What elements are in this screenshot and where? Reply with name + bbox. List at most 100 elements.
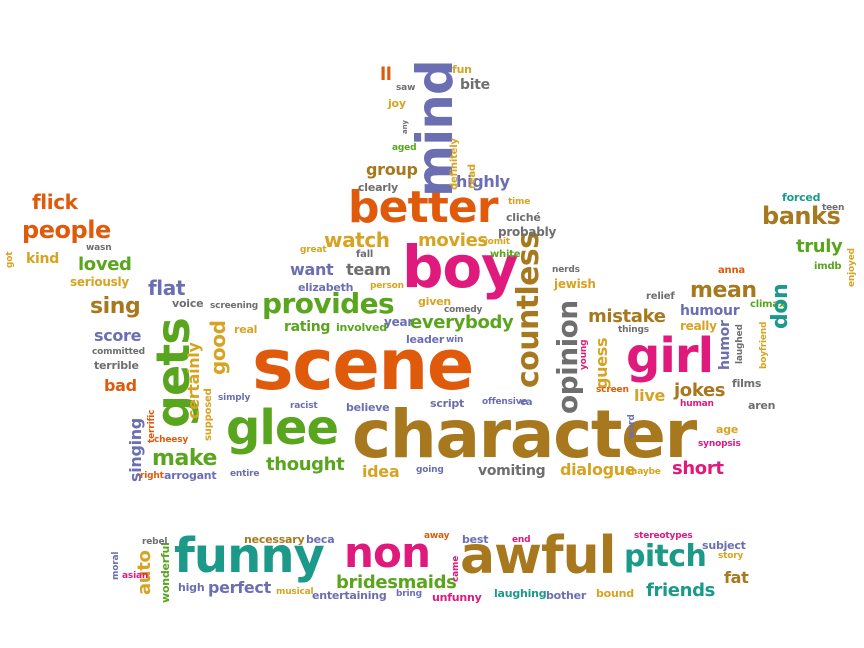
cloud-word: really <box>680 319 717 333</box>
cloud-word: short <box>672 458 724 479</box>
cloud-word: friends <box>646 580 715 601</box>
cloud-word: maybe <box>628 467 661 477</box>
cloud-word: pitch <box>624 539 707 574</box>
cloud-word: teen <box>822 203 845 213</box>
cloud-word: rebel <box>142 537 168 547</box>
cloud-word: story <box>718 551 744 561</box>
cloud-word: make <box>152 446 217 471</box>
cloud-word: simply <box>218 393 251 403</box>
cloud-word: idea <box>362 462 400 481</box>
cloud-word: humor <box>717 320 733 370</box>
cloud-word: terrible <box>94 359 139 372</box>
cloud-word: cliché <box>506 211 541 224</box>
cloud-word: moral <box>111 551 121 580</box>
cloud-word: asian <box>122 571 149 581</box>
cloud-word: dialogue <box>560 460 636 479</box>
cloud-word: watch <box>324 228 390 252</box>
cloud-word: win <box>446 335 464 345</box>
cloud-word: given <box>418 295 452 308</box>
cloud-word: subject <box>702 539 746 552</box>
cloud-word: year <box>384 315 414 329</box>
cloud-word: leader <box>406 333 445 346</box>
cloud-word: offensive <box>482 397 528 407</box>
cloud-word: movies <box>418 230 488 251</box>
cloud-word: read <box>467 164 478 189</box>
cloud-word: good <box>206 320 230 375</box>
cloud-word: joy <box>388 97 406 110</box>
cloud-word: word <box>627 414 637 439</box>
cloud-word: person <box>370 281 404 291</box>
cloud-word: provides <box>262 287 395 320</box>
cloud-word: rating <box>284 319 331 335</box>
cloud-word: came <box>451 555 461 582</box>
cloud-word: arrogant <box>164 469 217 482</box>
cloud-word: funny <box>174 528 325 584</box>
cloud-word: aged <box>392 143 417 153</box>
cloud-word: necessary <box>244 533 305 546</box>
cloud-word: mean <box>690 278 757 303</box>
cloud-word: bother <box>546 589 587 602</box>
cloud-word: time <box>508 197 531 207</box>
cloud-word: films <box>732 377 762 390</box>
cloud-word: script <box>430 397 465 410</box>
cloud-word: probably <box>498 225 557 239</box>
cloud-word: screen <box>596 385 629 395</box>
cloud-word: vomit <box>482 237 510 247</box>
cloud-word: great <box>300 245 327 255</box>
cloud-word: live <box>634 386 665 405</box>
cloud-word: musical <box>276 587 314 597</box>
cloud-word: kind <box>26 251 59 267</box>
cloud-word: highly <box>456 172 510 191</box>
cloud-word: humour <box>680 303 740 319</box>
cloud-word: voice <box>172 297 204 310</box>
cloud-word: enjoyed <box>847 248 857 287</box>
cloud-word: cheesy <box>154 435 189 445</box>
cloud-word: screening <box>210 301 259 311</box>
cloud-word: guess <box>592 337 611 389</box>
cloud-word: age <box>716 423 739 436</box>
cloud-word: aren <box>748 399 776 412</box>
cloud-word: away <box>424 531 450 541</box>
cloud-word: truly <box>796 236 843 257</box>
cloud-word: flick <box>32 190 78 214</box>
cloud-word: ll <box>380 64 392 85</box>
cloud-word: best <box>462 533 489 546</box>
cloud-word: laughing <box>494 587 547 600</box>
cloud-word: comedy <box>444 305 483 315</box>
cloud-word: don <box>768 283 793 329</box>
cloud-word: wonderful <box>159 542 172 603</box>
cloud-word: high <box>178 581 205 594</box>
cloud-word: climax <box>750 299 786 310</box>
cloud-word: going <box>416 465 444 475</box>
cloud-word: jewish <box>554 277 596 291</box>
cloud-word: racist <box>290 401 318 411</box>
cloud-word: loved <box>78 254 132 275</box>
cloud-word: awful <box>460 526 616 586</box>
cloud-word: stereotypes <box>634 531 693 541</box>
cloud-word: anna <box>718 265 745 276</box>
cloud-word: unfunny <box>432 591 482 604</box>
cloud-word: bridesmaids <box>336 572 457 593</box>
cloud-word: wasn <box>86 243 112 253</box>
cloud-word: end <box>512 535 531 545</box>
cloud-word: ca <box>520 397 533 408</box>
cloud-word: any <box>401 120 409 134</box>
cloud-word: fall <box>356 249 374 260</box>
cloud-word: entertaining <box>312 589 387 602</box>
cloud-word: score <box>94 326 142 345</box>
cloud-word: thought <box>266 454 345 475</box>
cloud-word: synopsis <box>698 439 741 449</box>
cloud-word: white <box>490 249 521 260</box>
cloud-word: boy <box>402 233 519 301</box>
cloud-word: laughed <box>735 324 745 364</box>
cloud-word: elizabeth <box>298 281 354 294</box>
cloud-word: group <box>366 160 418 179</box>
cloud-word: non <box>344 528 431 577</box>
cloud-word: bring <box>396 589 422 599</box>
cloud-word: supposed <box>203 388 214 441</box>
cloud-word: definitely <box>449 138 460 190</box>
cloud-word: team <box>346 260 391 279</box>
cloud-word: believe <box>346 401 390 414</box>
cloud-word: sing <box>90 294 141 319</box>
